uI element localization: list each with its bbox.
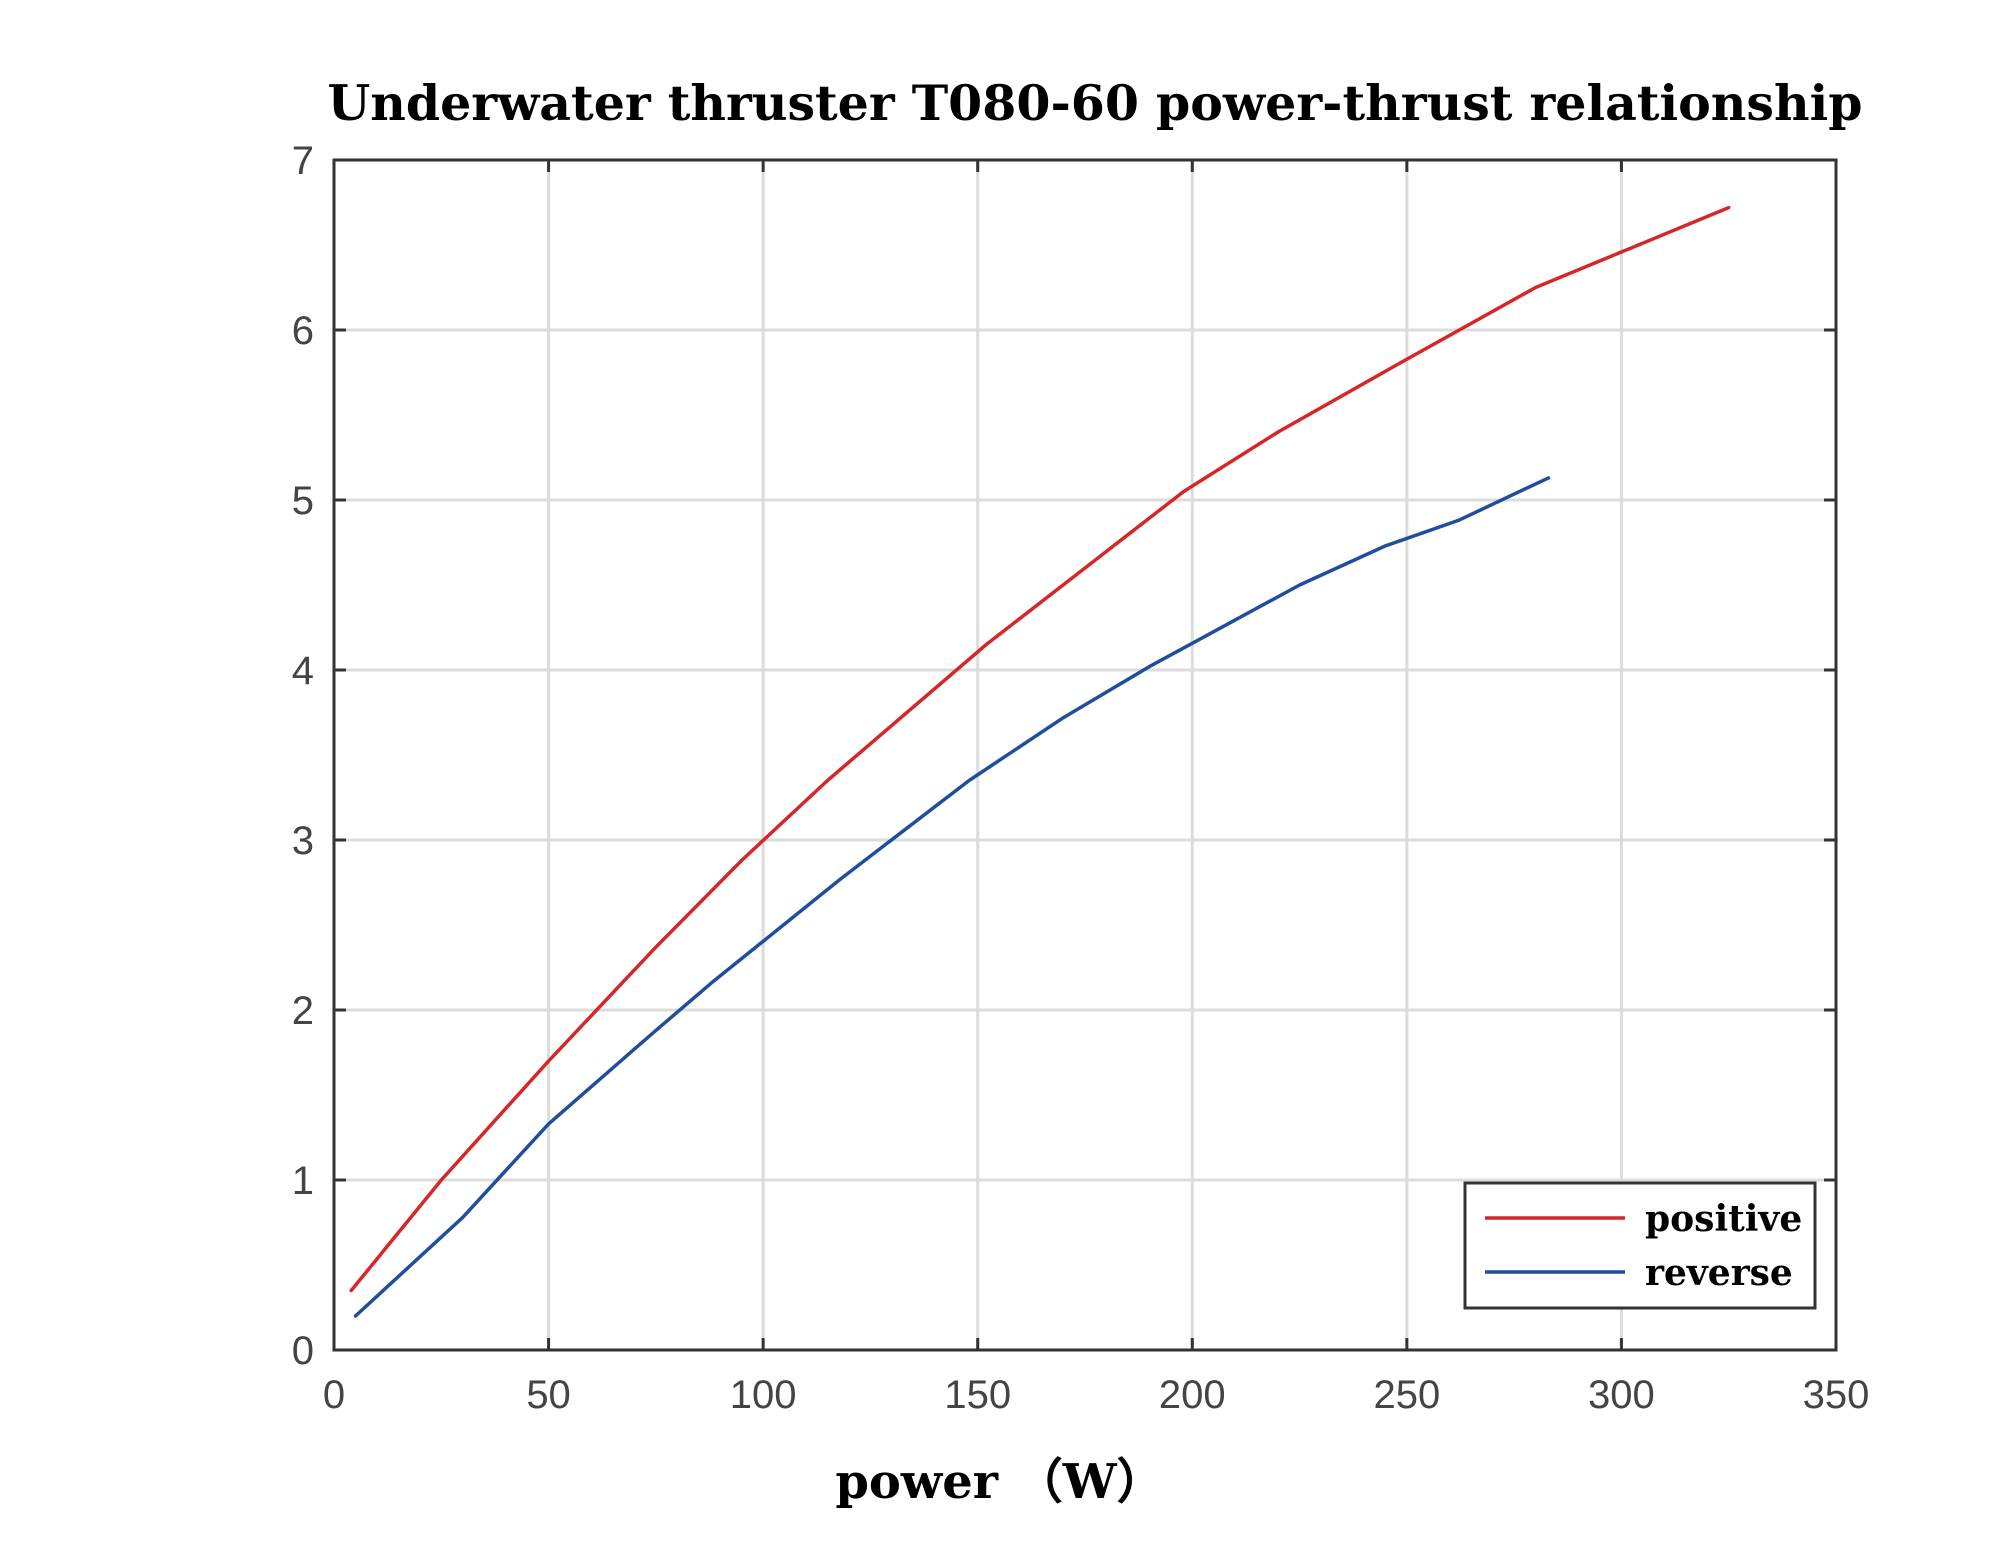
y-tick-label: 0	[292, 1329, 314, 1373]
y-tick-label: 7	[292, 139, 314, 183]
x-tick-label: 300	[1588, 1373, 1655, 1417]
x-axis-label: power （W）	[835, 1454, 1164, 1510]
x-tick-label: 250	[1373, 1373, 1440, 1417]
legend: positive reverse	[1463, 1181, 1817, 1310]
x-tick-label: 50	[526, 1373, 571, 1417]
y-tick-label: 4	[292, 649, 314, 693]
x-tick-label: 350	[1803, 1373, 1870, 1417]
axes: 0 50 100 150 200 250 300 350 0 1 2 3 4 5 6 7	[292, 139, 1870, 1417]
x-tick-label: 150	[944, 1373, 1011, 1417]
y-tick-label: 1	[292, 1159, 314, 1203]
legend-label-reverse: reverse	[1645, 1252, 1793, 1294]
y-tick-label: 6	[292, 309, 314, 353]
grid	[334, 160, 1836, 1350]
series-line-positive	[349, 205, 1731, 1293]
legend-label-positive: positive	[1645, 1198, 1802, 1240]
y-tick-label: 3	[292, 819, 314, 863]
x-tick-label: 200	[1159, 1373, 1226, 1417]
series-line-reverse	[353, 476, 1551, 1318]
legend-box	[1463, 1181, 1817, 1310]
series-layer	[349, 205, 1731, 1318]
x-tick-label: 100	[730, 1373, 797, 1417]
chart-title: Underwater thruster T080-60 power-thrust…	[328, 74, 1863, 132]
plot-frame	[332, 158, 1838, 1352]
y-tick-label: 2	[292, 989, 314, 1033]
x-tick-label: 0	[323, 1373, 345, 1417]
y-tick-label: 5	[292, 479, 314, 523]
